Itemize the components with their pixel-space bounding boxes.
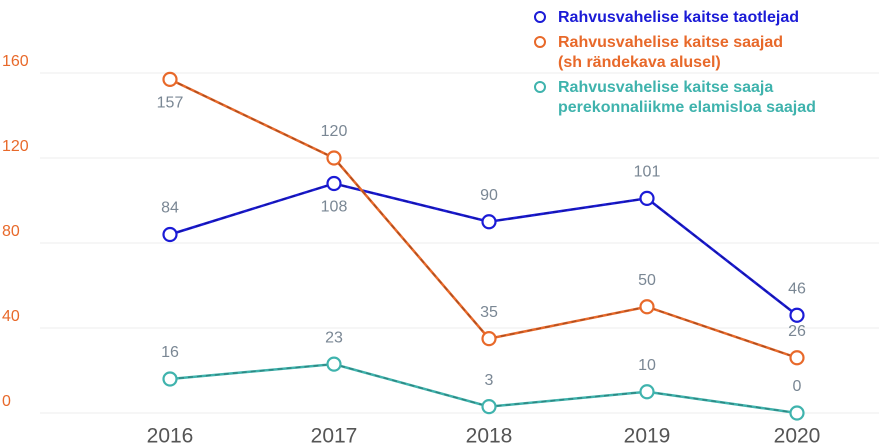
value-label: 120 [321, 123, 348, 140]
legend-item: Rahvusvahelise kaitse saajad (sh rändeka… [534, 33, 879, 73]
x-tick-label: 2020 [774, 425, 821, 448]
value-label: 3 [485, 372, 494, 389]
legend-marker [534, 11, 546, 23]
x-tick-label: 2019 [624, 425, 671, 448]
point [481, 331, 497, 347]
y-tick-label: 160 [2, 53, 29, 70]
legend-marker [534, 36, 546, 48]
value-label: 50 [638, 272, 656, 289]
point [162, 226, 178, 243]
y-tick-label: 0 [2, 393, 11, 410]
point [639, 384, 655, 400]
point [162, 371, 178, 387]
legend-label: Rahvusvahelise kaitse taotlejad [558, 9, 799, 26]
point [481, 214, 497, 230]
x-tick-label: 2016 [147, 425, 194, 448]
point [789, 307, 805, 323]
legend-item: Rahvusvahelise kaitse taotlejad [534, 8, 879, 28]
y-tick-label: 80 [2, 223, 20, 240]
legend-item: Rahvusvahelise kaitse saaja perekonnalii… [534, 78, 879, 118]
value-label: 157 [157, 95, 184, 112]
point [326, 150, 342, 166]
point [789, 350, 805, 366]
point [639, 299, 655, 315]
value-label: 90 [480, 187, 498, 204]
value-label: 101 [634, 164, 661, 181]
series-line-dash [169, 78, 798, 359]
y-tick-label: 40 [2, 308, 20, 325]
x-tick-label: 2017 [311, 425, 358, 448]
value-label: 10 [638, 357, 656, 374]
point [789, 405, 805, 421]
value-label: 35 [480, 304, 498, 321]
value-label: 84 [161, 200, 179, 217]
value-label: 26 [788, 323, 806, 340]
value-label: 108 [321, 199, 348, 216]
value-label: 23 [325, 329, 343, 346]
point [481, 399, 497, 415]
point [326, 175, 342, 192]
legend-label: Rahvusvahelise kaitse saajad (sh rändeka… [558, 34, 784, 71]
value-label: 16 [161, 344, 179, 361]
legend-marker [534, 81, 546, 93]
value-label: 0 [793, 378, 802, 395]
x-tick-label: 2018 [466, 425, 513, 448]
point [326, 356, 342, 372]
y-tick-label: 120 [2, 138, 29, 155]
legend: Rahvusvahelise kaitse taotlejad Rahvusvah… [534, 8, 879, 123]
point [639, 190, 655, 206]
legend-label: Rahvusvahelise kaitse saaja perekonnalii… [558, 79, 816, 116]
point [162, 71, 178, 87]
value-label: 46 [788, 280, 806, 297]
